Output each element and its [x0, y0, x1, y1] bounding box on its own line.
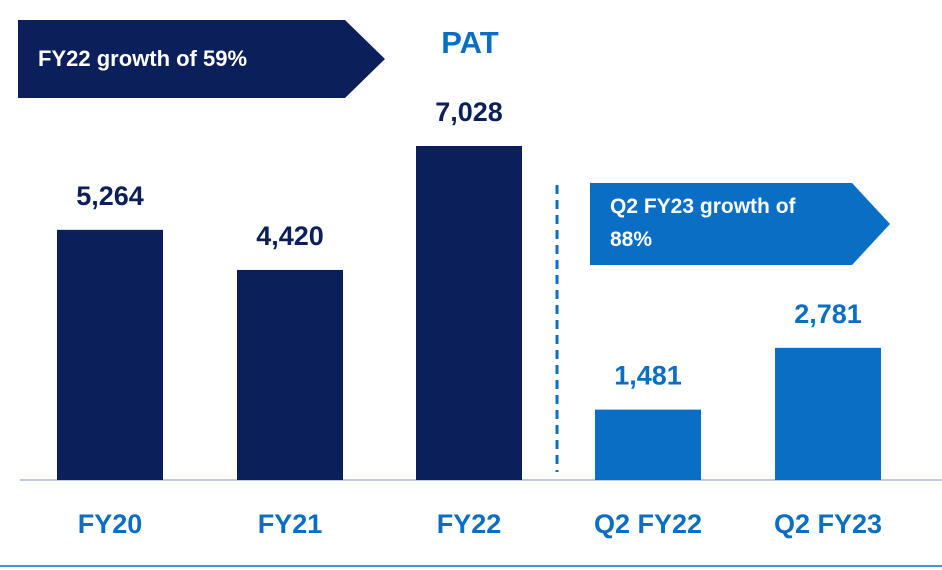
annotation-box: FY22 growth of 59% — [38, 46, 248, 71]
annotation: Q2 FY23 growth of 88% — [610, 195, 796, 251]
value-label: 1,481 — [614, 361, 682, 391]
bar — [416, 146, 522, 480]
value-label: 4,420 — [256, 221, 324, 251]
annotation-box: Q2 FY23 growth of 88% — [610, 195, 796, 251]
bar — [595, 409, 701, 480]
bar — [57, 229, 163, 480]
chart-title: PAT — [441, 25, 498, 60]
bar — [237, 269, 343, 480]
bar — [775, 347, 881, 480]
value-label: 5,264 — [76, 181, 144, 211]
x-tick-label: FY22 — [437, 509, 502, 539]
x-tick-label: Q2 FY23 — [774, 509, 882, 539]
annotation-arrow — [590, 183, 890, 265]
value-label: 2,781 — [794, 299, 862, 329]
annotation: FY22 growth of 59% — [38, 46, 248, 71]
x-tick-label: Q2 FY22 — [594, 509, 702, 539]
x-tick-label: FY20 — [78, 509, 143, 539]
value-label: 7,028 — [435, 97, 503, 127]
x-tick-label: FY21 — [258, 509, 323, 539]
annotation-arrow — [18, 20, 385, 98]
